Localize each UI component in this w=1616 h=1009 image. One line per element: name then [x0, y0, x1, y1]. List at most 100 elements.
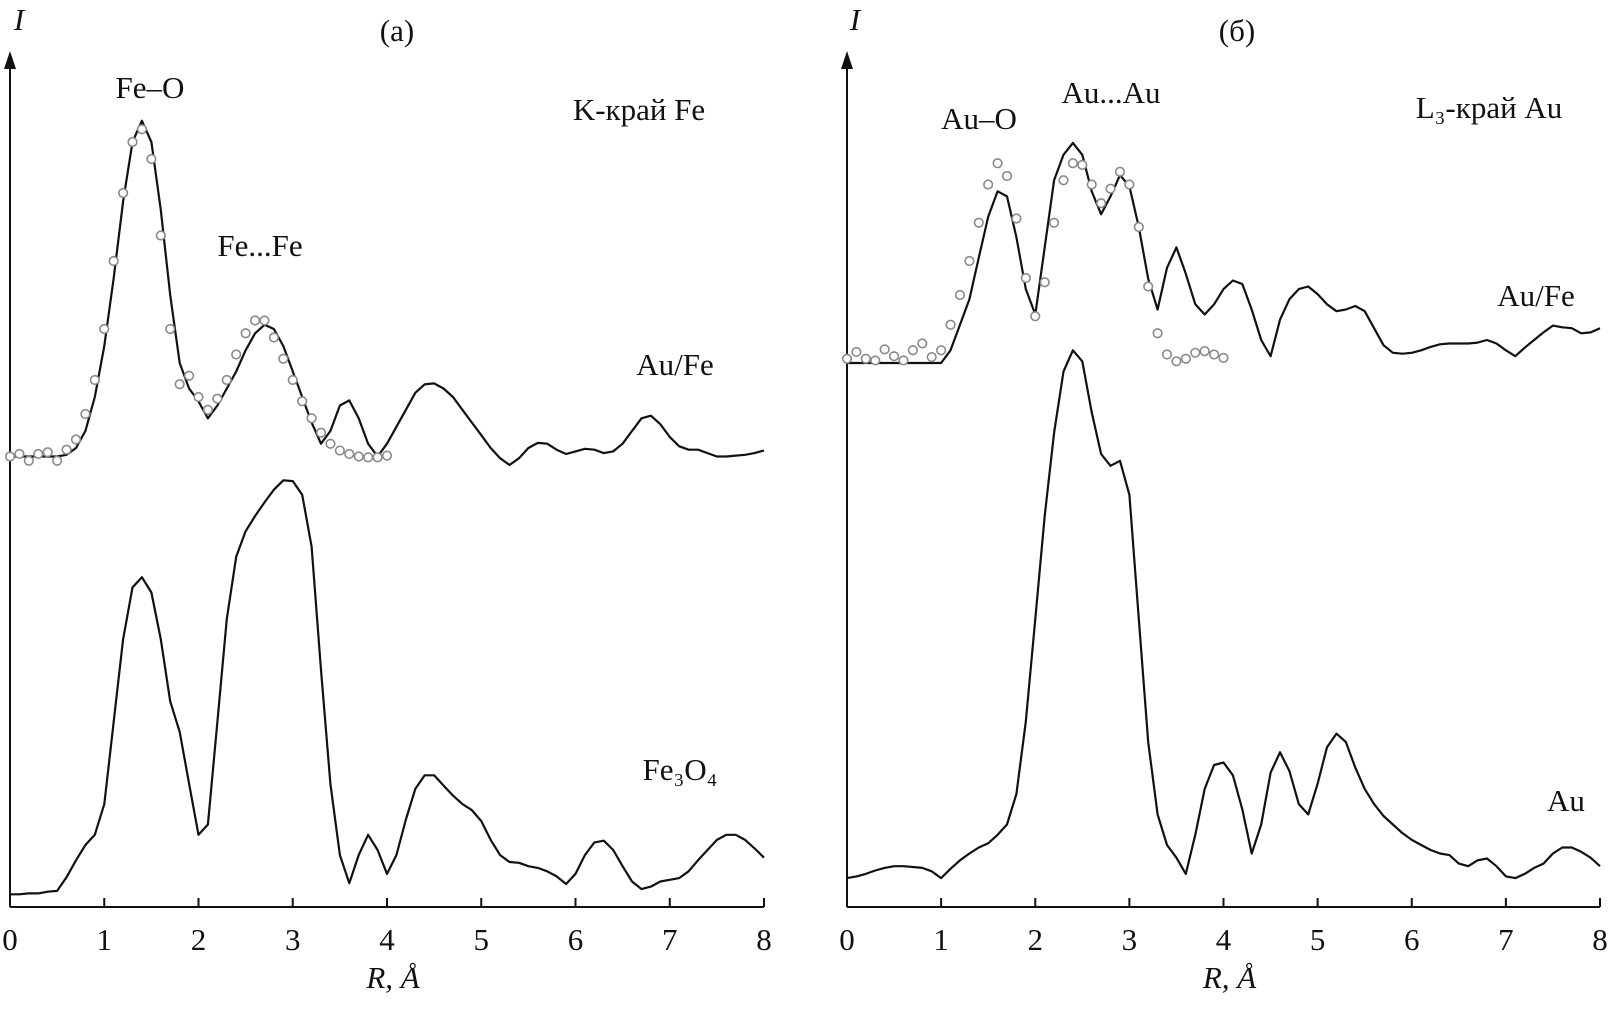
fit-point: [127, 136, 138, 148]
fit-point: [860, 353, 871, 364]
fit-point: [1048, 217, 1060, 228]
fit-point: [155, 230, 166, 241]
x-tick-label: 8: [756, 922, 772, 957]
fit-point: [1001, 170, 1013, 182]
x-tick-label: 3: [1122, 922, 1138, 957]
fit-point: [353, 451, 364, 462]
fit-point: [278, 353, 289, 364]
fit-point: [117, 187, 129, 199]
fit-point: [879, 344, 890, 355]
y-axis-arrow: [841, 51, 853, 69]
x-tick-label: 6: [1404, 922, 1420, 957]
annotation: L₃-край Au: [1416, 90, 1563, 125]
data-line: [10, 479, 765, 896]
fit-point: [334, 445, 345, 456]
data-line: [10, 119, 765, 467]
fit-point: [325, 438, 336, 449]
fit-point: [1180, 353, 1191, 364]
fit-point: [1077, 159, 1088, 171]
y-axis-label: I: [849, 2, 862, 37]
fit-point: [287, 374, 298, 386]
fit-point: [42, 447, 53, 458]
fit-point: [1208, 349, 1220, 360]
fit-point: [1199, 346, 1210, 357]
x-axis-label: R, Å: [1202, 960, 1257, 995]
fit-point: [202, 404, 214, 415]
x-tick-label: 5: [474, 922, 490, 957]
fit-point: [1171, 356, 1182, 367]
fit-point: [344, 448, 355, 460]
x-tick-label: 0: [2, 922, 18, 957]
x-tick-label: 1: [97, 922, 113, 957]
series-label: Fe₃O₄: [642, 752, 717, 787]
x-tick-label: 7: [662, 922, 678, 957]
fit-point: [1086, 179, 1097, 190]
fit-point: [1020, 272, 1031, 284]
fit-point: [23, 455, 34, 466]
x-tick-label: 4: [379, 922, 395, 957]
fit-point: [80, 408, 91, 420]
annotation: Fe–O: [116, 70, 185, 105]
fit-point: [1058, 175, 1069, 186]
fit-point: [1067, 158, 1078, 169]
panel-label: (б): [1219, 13, 1255, 48]
fit-point: [193, 391, 204, 403]
fit-point: [108, 255, 119, 267]
annotation: Fe...Fe: [217, 228, 302, 263]
fit-point: [363, 452, 374, 463]
series-label: Au/Fe: [636, 347, 714, 382]
fit-point: [954, 289, 966, 301]
fit-point: [306, 413, 317, 424]
fit-point: [1011, 213, 1022, 224]
fit-point: [183, 370, 195, 381]
fit-point: [4, 451, 16, 462]
fit-point: [52, 455, 63, 466]
fit-point: [888, 351, 900, 362]
fit-point: [259, 315, 270, 326]
fit-point: [1105, 183, 1116, 194]
fit-point: [70, 434, 82, 445]
fit-point: [898, 355, 909, 366]
fit-point: [146, 153, 157, 165]
y-axis-arrow: [4, 51, 16, 69]
data-line: [846, 349, 1601, 880]
fit-point: [268, 332, 280, 343]
fit-point: [1114, 166, 1126, 177]
annotation: K-край Fe: [573, 92, 705, 127]
x-tick-label: 2: [191, 922, 207, 957]
fit-point: [99, 323, 110, 335]
fit-point: [870, 355, 881, 366]
annotation: Au...Au: [1061, 75, 1160, 110]
fit-point: [1218, 352, 1229, 364]
fit-point: [907, 345, 918, 356]
fit-point: [926, 351, 937, 363]
y-axis-label: I: [13, 2, 26, 37]
fit-point: [136, 124, 148, 135]
x-tick-label: 8: [1592, 922, 1608, 957]
fit-point: [89, 374, 100, 386]
fit-point: [973, 217, 984, 228]
fit-point: [174, 379, 185, 390]
x-tick-label: 6: [568, 922, 584, 957]
fit-point: [1030, 311, 1041, 322]
fit-point: [1143, 281, 1154, 292]
fit-point: [992, 158, 1003, 169]
fit-point: [372, 452, 383, 463]
x-axis-label: R, Å: [365, 960, 420, 995]
x-tick-label: 1: [933, 922, 949, 957]
fit-point: [936, 345, 947, 356]
series-label: Au/Fe: [1497, 278, 1575, 313]
fit-point: [231, 349, 242, 360]
fit-point: [249, 315, 261, 326]
fit-point: [61, 444, 72, 455]
series-label: Au: [1547, 783, 1585, 818]
fit-point: [964, 255, 975, 267]
fit-point: [1096, 198, 1107, 209]
fit-point: [165, 323, 176, 335]
fit-point: [1133, 221, 1144, 233]
x-tick-label: 7: [1498, 922, 1514, 957]
x-tick-label: 5: [1310, 922, 1326, 957]
fit-point: [1124, 179, 1135, 190]
fit-point: [315, 427, 327, 438]
